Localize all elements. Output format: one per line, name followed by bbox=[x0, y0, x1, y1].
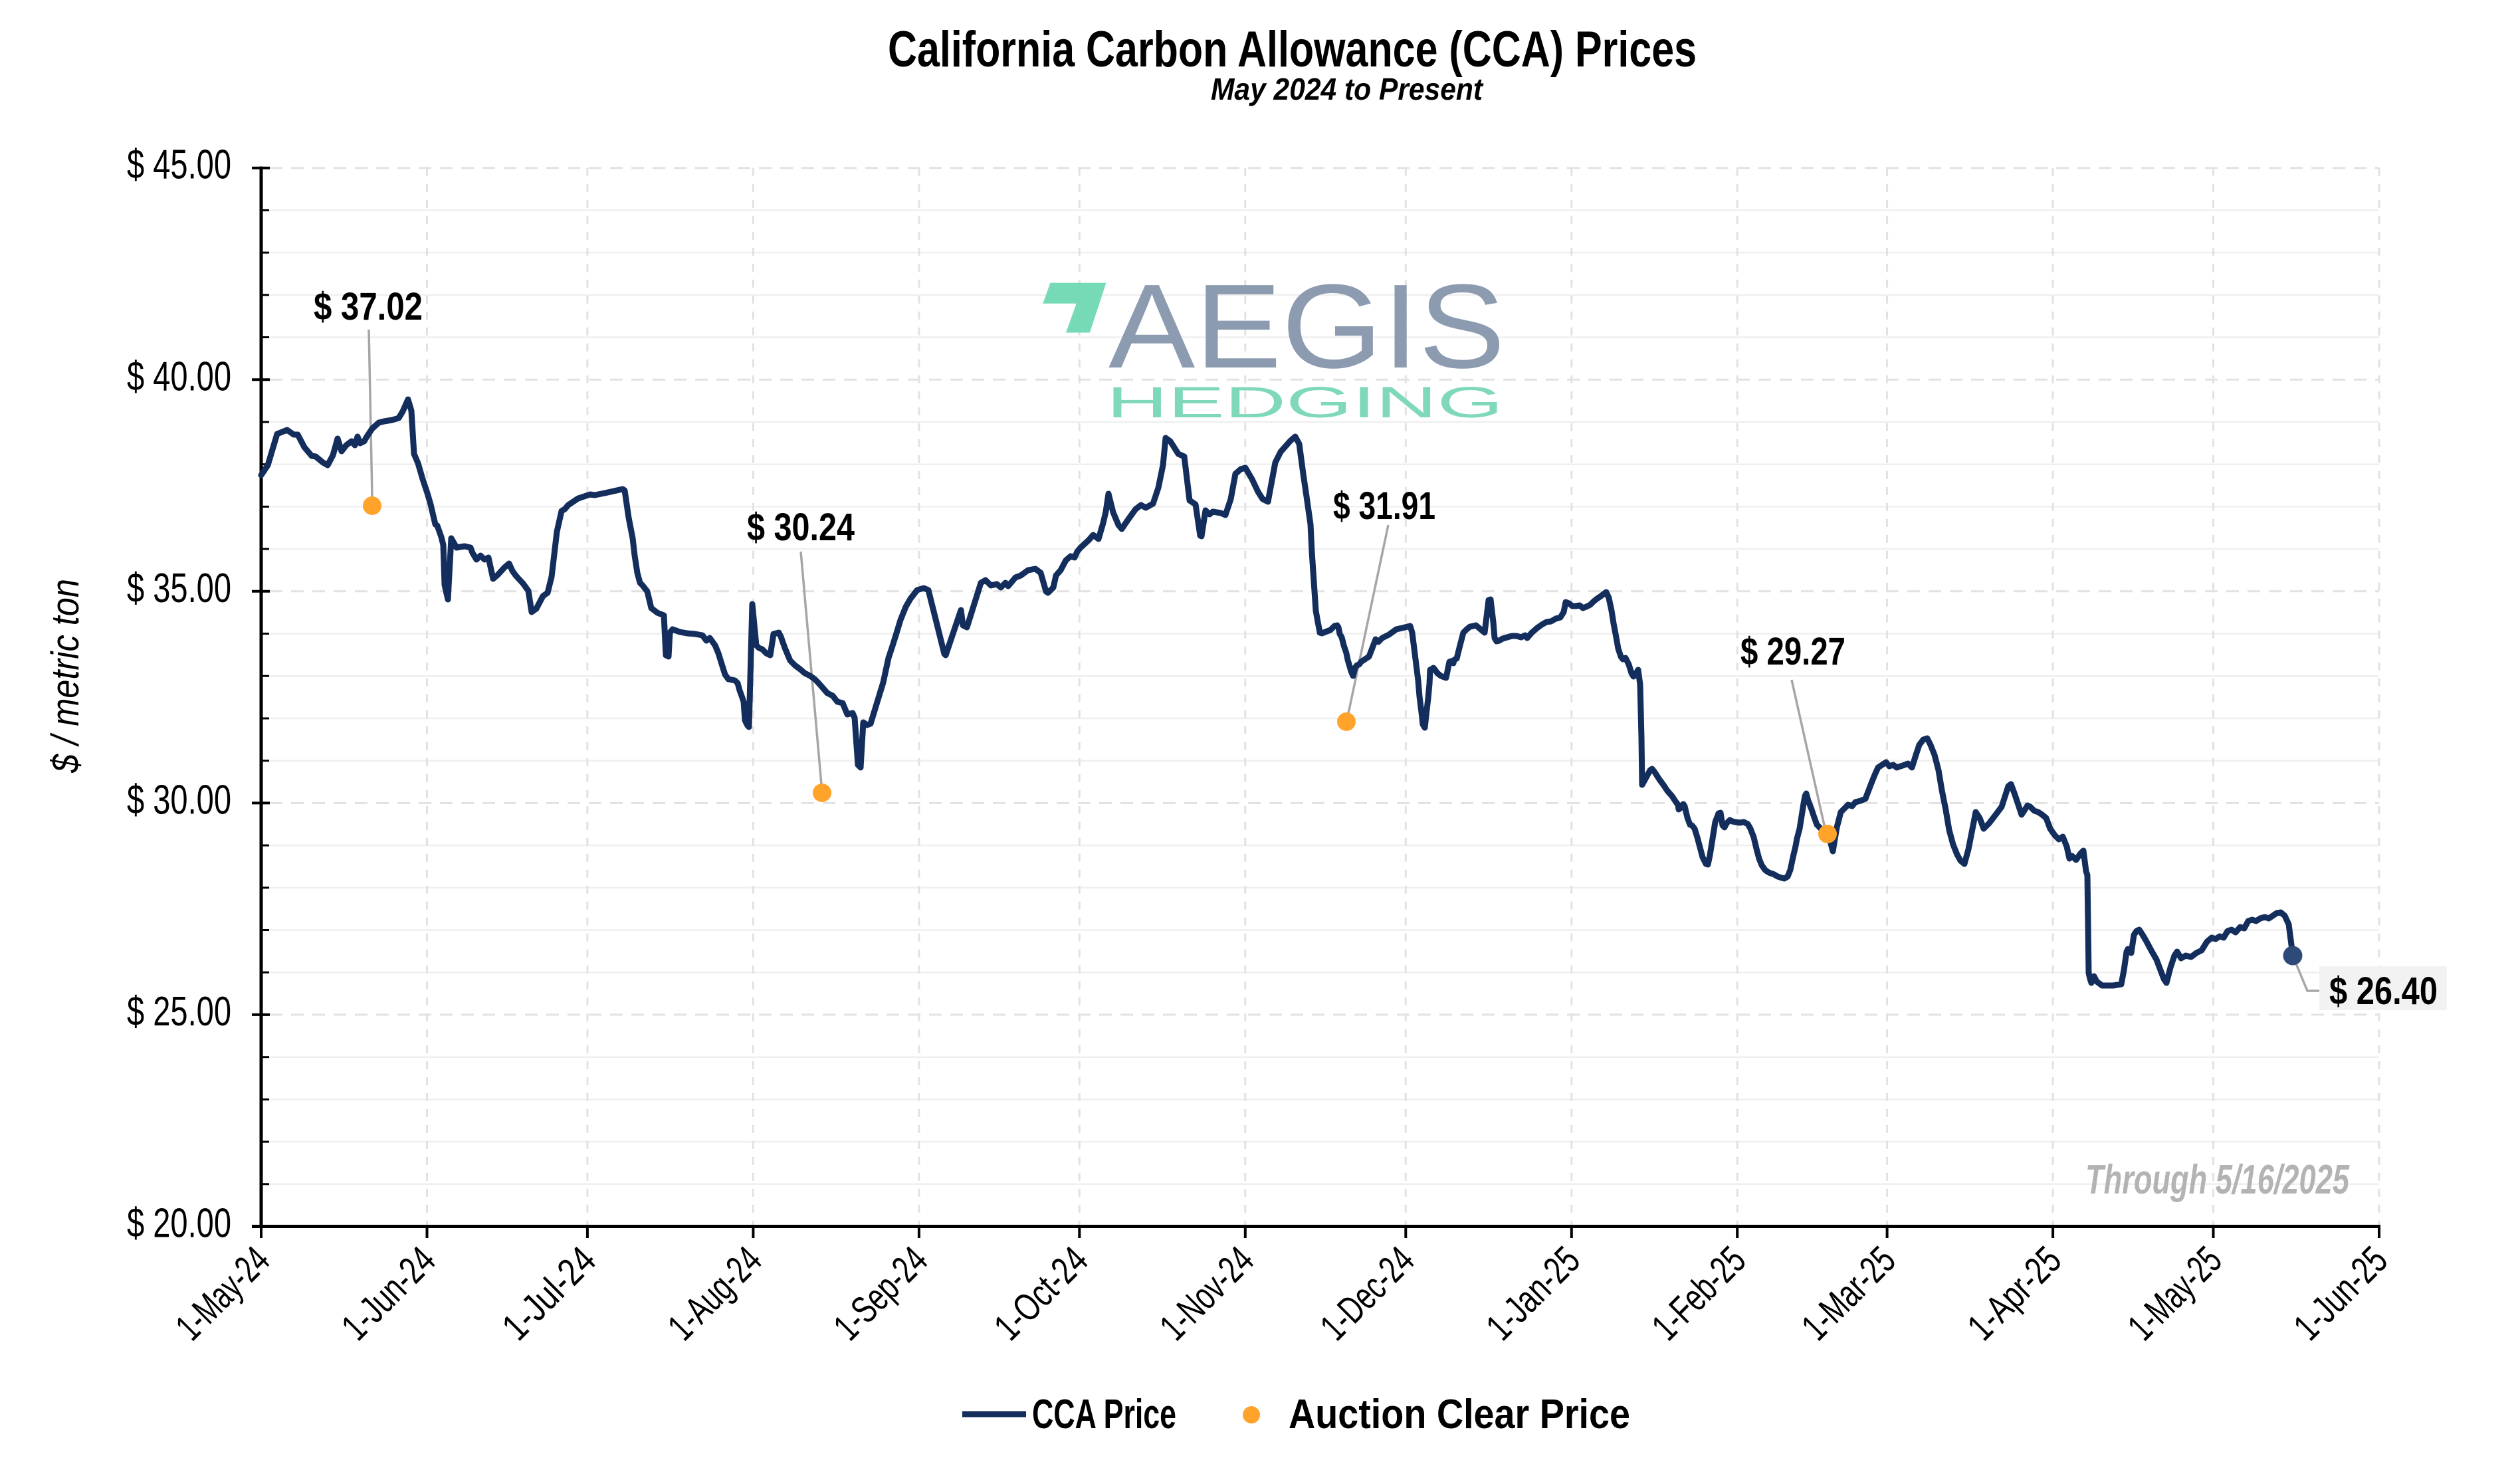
svg-text:$ / metric ton: $ / metric ton bbox=[44, 579, 87, 774]
svg-text:$ 31.91: $ 31.91 bbox=[1333, 484, 1435, 528]
svg-text:$ 29.27: $ 29.27 bbox=[1740, 630, 1845, 673]
svg-text:$ 35.00: $ 35.00 bbox=[127, 566, 231, 611]
svg-text:$ 20.00: $ 20.00 bbox=[127, 1201, 231, 1247]
svg-text:Through 5/16/2025: Through 5/16/2025 bbox=[2085, 1157, 2350, 1203]
svg-text:AEGIS: AEGIS bbox=[1108, 260, 1505, 393]
svg-text:CCA Price: CCA Price bbox=[1032, 1392, 1176, 1437]
svg-text:$ 40.00: $ 40.00 bbox=[127, 354, 231, 399]
svg-text:$ 37.02: $ 37.02 bbox=[314, 285, 423, 328]
svg-text:California Carbon Allowance (C: California Carbon Allowance (CCA) Prices bbox=[888, 21, 1697, 78]
svg-text:$ 30.24: $ 30.24 bbox=[747, 506, 855, 549]
svg-text:May 2024 to Present: May 2024 to Present bbox=[1211, 72, 1484, 106]
svg-text:HEDGING: HEDGING bbox=[1106, 377, 1503, 427]
svg-text:$ 26.40: $ 26.40 bbox=[2329, 970, 2438, 1013]
svg-text:Auction Clear Price: Auction Clear Price bbox=[1289, 1392, 1630, 1437]
svg-text:$ 30.00: $ 30.00 bbox=[127, 777, 231, 823]
svg-text:$ 25.00: $ 25.00 bbox=[127, 989, 231, 1035]
svg-text:$ 45.00: $ 45.00 bbox=[127, 142, 231, 188]
